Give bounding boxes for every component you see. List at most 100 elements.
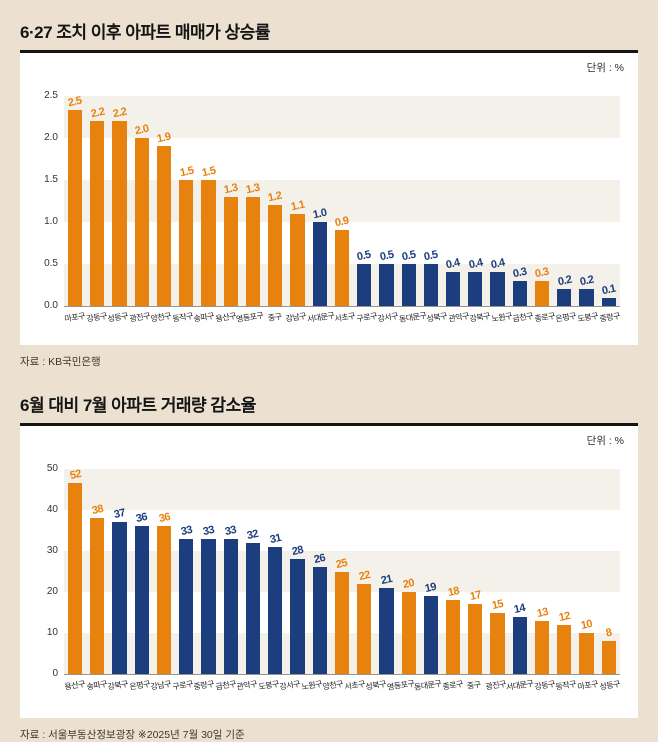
- x-axis-label: 서초구: [343, 679, 366, 692]
- bar: [445, 272, 461, 306]
- bar-group-금천구: 33: [220, 469, 242, 674]
- x-axis-label: 강북구: [106, 679, 129, 692]
- plot-area: 0.0 0.5 1.0 1.5 2.0 2.5 2.5 2.2 2.2 2.0 1.9 1.5 1.5 1…: [44, 91, 620, 311]
- x-axis-label: 관악구: [447, 311, 470, 324]
- bar: [423, 596, 438, 674]
- bar: [423, 264, 438, 306]
- chart2-body: 0 10 20 30 40 50 52 38 37 36 36 33 33 33 32 31 28 26 25 22 2…: [47, 464, 620, 693]
- bar-value-label: 14: [513, 601, 527, 616]
- bar: [401, 592, 416, 674]
- bar-value-label: 33: [201, 523, 216, 538]
- bar: [490, 272, 505, 306]
- x-axis-label: 강서구: [377, 311, 399, 324]
- bar-value-label: 17: [468, 589, 482, 604]
- bar: [579, 633, 594, 674]
- x-axis-label: 도봉구: [257, 679, 280, 692]
- x-axis-label: 강남구: [150, 679, 172, 692]
- bar: [490, 612, 505, 674]
- x-axis-label: 영등포구: [386, 678, 415, 693]
- bar-group-관악구: 32: [242, 469, 264, 674]
- chart-section-price-rise: 6·27 조치 이후 아파트 매매가 상승률 단위 : % 0.0 0.5 1.0 1…: [20, 12, 638, 369]
- bar-group-은평구: 0.2: [553, 96, 575, 306]
- bar-value-label: 52: [68, 467, 82, 483]
- x-axis-label: 강북구: [469, 311, 491, 324]
- bar-group-강동구: 13: [531, 469, 553, 674]
- x-axis-label: 금천구: [214, 679, 237, 692]
- bar: [357, 583, 372, 674]
- bar-group-서초구: 22: [353, 469, 375, 674]
- bar-value-label: 0.4: [489, 257, 506, 272]
- bar-value-label: 33: [179, 523, 193, 538]
- bar-value-label: 0.9: [334, 215, 350, 230]
- bar-group-강서구: 0.5: [375, 96, 397, 306]
- bar: [290, 213, 305, 306]
- bar-group-중랑구: 0.1: [598, 96, 620, 306]
- x-axis-label: 서대문구: [505, 678, 535, 693]
- bar-value-label: 37: [112, 507, 127, 522]
- x-axis-label: 동대문구: [398, 310, 427, 325]
- bar-group-서초구: 0.9: [331, 96, 353, 306]
- bar-value-label: 12: [557, 609, 571, 624]
- bar-value-label: 1.0: [311, 206, 328, 222]
- bar: [179, 180, 194, 306]
- bar-group-강남구: 36: [153, 469, 175, 674]
- bar-value-label: 0.2: [556, 273, 573, 289]
- bar-value-label: 1.3: [222, 181, 239, 197]
- bar-group-영등포구: 20: [398, 469, 420, 674]
- bar-group-도봉구: 31: [264, 469, 286, 674]
- bar-value-label: 19: [424, 581, 438, 596]
- bar: [579, 289, 594, 306]
- bar: [312, 222, 327, 306]
- bar-group-성동구: 2.2: [108, 96, 130, 306]
- x-axis-label: 중랑구: [598, 311, 621, 324]
- x-axis-label: 종로구: [441, 679, 464, 692]
- bar-value-label: 2.2: [111, 105, 128, 121]
- chart1-body: 0.0 0.5 1.0 1.5 2.0 2.5 2.5 2.2 2.2 2.0 1.9 1.5 1.5 1…: [44, 91, 621, 325]
- bar: [334, 230, 350, 306]
- bar-value-label: 0.3: [511, 265, 528, 281]
- bar-group-영등포구: 1.3: [242, 96, 264, 306]
- bar: [245, 196, 261, 306]
- bar-group-양천구: 25: [331, 469, 353, 674]
- bar-value-label: 20: [401, 576, 416, 592]
- x-axis-labels: 마포구 강동구 성동구 광진구 양천구 동작구 송파구 용산구 영등포구 중구 강남구 서대문구 서초구…: [64, 310, 621, 325]
- bar: [223, 538, 238, 674]
- x-axis-label: 강동구: [85, 311, 108, 324]
- chart2-title: 6월 대비 7월 아파트 거래량 감소율: [20, 396, 256, 415]
- bar-group-종로구: 18: [442, 469, 464, 674]
- bar-value-label: 2.0: [133, 122, 150, 138]
- y-axis-tick: 1.0: [44, 216, 58, 227]
- x-axis-label: 중구: [266, 311, 282, 324]
- bars-row: 52 38 37 36 36 33 33 33 32 31 28 26 25 22 21 20 19 18 17 15…: [64, 467, 620, 674]
- y-axis-tick: 1.5: [44, 174, 58, 185]
- bar: [312, 567, 327, 674]
- bar-group-서대문구: 1.0: [309, 96, 331, 306]
- bar-group-성북구: 21: [375, 469, 397, 674]
- x-axis-label: 광진구: [484, 679, 507, 692]
- bar-group-서대문구: 14: [509, 469, 531, 674]
- bar-value-label: 0.3: [534, 265, 550, 281]
- bar-group-동작구: 12: [553, 469, 575, 674]
- bar-value-label: 0.4: [445, 257, 461, 272]
- bar-value-label: 38: [90, 503, 105, 518]
- bar: [112, 522, 127, 674]
- bar-group-강남구: 1.1: [286, 96, 308, 306]
- bar-value-label: 15: [490, 597, 505, 612]
- bar: [468, 272, 483, 306]
- bar: [601, 297, 616, 306]
- x-axis-label: 강남구: [285, 311, 307, 324]
- y-axis-tick: 40: [46, 504, 58, 515]
- x-axis-label: 관악구: [236, 679, 258, 692]
- x-axis-label: 송파구: [193, 311, 215, 324]
- chart1-unit-label: 단위 : %: [586, 62, 624, 74]
- x-axis-label: 광진구: [128, 311, 151, 324]
- x-axis-label: 강서구: [279, 679, 301, 692]
- y-axis-tick: 2.5: [44, 90, 58, 101]
- bar: [445, 600, 461, 674]
- x-axis-label: 금천구: [512, 311, 535, 324]
- bar: [179, 538, 194, 674]
- bar-group-노원구: 26: [309, 469, 331, 674]
- x-axis-label: 양천구: [150, 311, 172, 324]
- x-axis-label: 성동구: [106, 311, 129, 324]
